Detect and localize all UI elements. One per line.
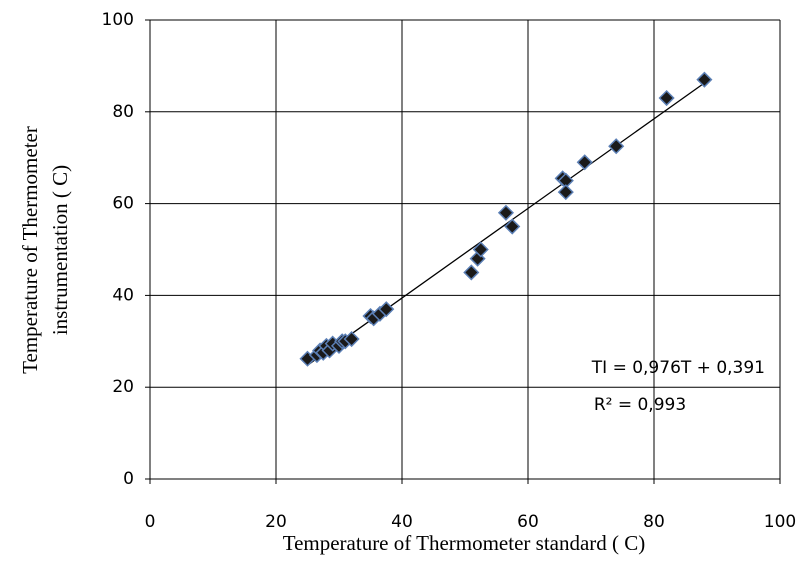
y-tick-label: 0	[123, 469, 134, 489]
x-axis-title: Temperature of Thermometer standard ( C)	[283, 531, 646, 555]
x-tick-label: 60	[517, 512, 539, 532]
data-point	[378, 301, 395, 318]
y-axis-title: Temperature of Thermometer	[18, 126, 42, 374]
x-tick-label: 40	[391, 512, 413, 532]
x-tick-label: 20	[265, 512, 287, 532]
data-point	[658, 89, 675, 107]
data-point	[497, 204, 515, 221]
data-point	[608, 138, 625, 155]
data-point	[463, 264, 480, 281]
y-tick-label: 20	[112, 377, 134, 397]
y-axis-title: instrumentation ( C)	[48, 165, 72, 335]
y-tick-label: 100	[102, 10, 134, 30]
data-point	[557, 184, 574, 201]
x-tick-label: 100	[764, 512, 796, 532]
data-point	[696, 71, 713, 88]
equation-label: TI = 0,976T + 0,391	[591, 358, 765, 378]
y-tick-label: 60	[112, 194, 134, 214]
data-point	[504, 218, 521, 235]
x-tick-label: 0	[145, 512, 156, 532]
y-tick-label: 80	[112, 102, 134, 122]
y-tick-label: 40	[112, 285, 134, 305]
r2-label: R² = 0,993	[594, 395, 686, 415]
x-tick-label: 80	[643, 512, 665, 532]
trendline	[307, 82, 705, 366]
data-point	[472, 241, 489, 258]
data-point	[343, 330, 360, 348]
data-point	[576, 154, 593, 171]
